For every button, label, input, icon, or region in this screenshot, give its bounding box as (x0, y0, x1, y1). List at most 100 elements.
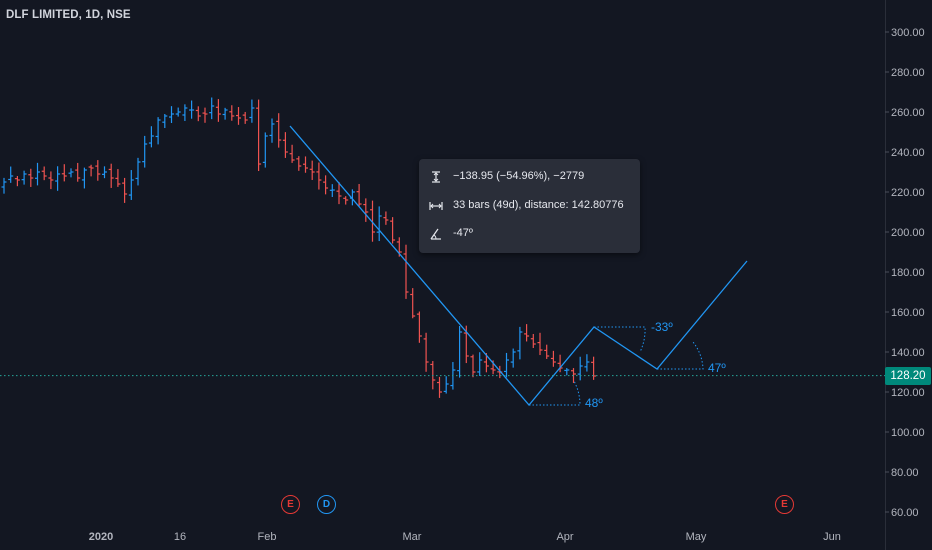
earnings-event-badge[interactable]: E (775, 495, 794, 514)
ohlc-bar (356, 183, 362, 207)
price-axis-tick-label: 220.00 (891, 187, 925, 199)
ohlc-bar (591, 356, 597, 380)
time-axis[interactable]: 2020 16 Feb Mar Apr May Jun (89, 531, 841, 543)
price-axis-tick-label: 80.00 (891, 467, 919, 479)
ohlc-bar (236, 107, 241, 125)
measure-tooltip: −138.95 (−54.96%), −2779 33 bars (49d), … (419, 159, 640, 253)
ohlc-bar (35, 162, 40, 186)
ohlc-bar (550, 350, 556, 367)
ohlc-bar (88, 164, 94, 177)
time-axis-tick-label: Jun (823, 531, 841, 543)
angle-label-end: 47º (708, 361, 726, 375)
ohlc-bar (517, 326, 523, 360)
ohlc-bar (584, 354, 590, 372)
angle-text: -47º (453, 227, 473, 239)
ohlc-bar (316, 162, 322, 190)
price-axis-tick-label: 140.00 (891, 347, 925, 359)
ohlc-bar (115, 169, 121, 187)
ohlc-bar (215, 99, 221, 122)
ohlc-bar (108, 163, 114, 188)
angle-arc-bottom (529, 380, 581, 406)
time-axis-tick-label: Mar (403, 531, 422, 543)
ohlc-bar (544, 344, 550, 359)
ohlc-bar (296, 156, 302, 171)
price-axis-tick-label: 200.00 (891, 227, 925, 239)
ohlc-bar (229, 105, 235, 121)
angle-label-peak: -33º (651, 320, 673, 334)
angle-arc-peak (594, 326, 646, 353)
angle-label-bottom: 48º (585, 396, 603, 410)
ohlc-bar (437, 376, 442, 398)
price-axis-tick-label: 100.00 (891, 427, 925, 439)
ohlc-bar (269, 118, 275, 143)
ohlc-bar (195, 106, 201, 122)
ohlc-bar (376, 206, 382, 242)
last-price-tag: 128.20 (885, 367, 931, 385)
ohlc-bar (169, 106, 174, 123)
ohlc-bar (390, 217, 396, 244)
ohlc-bar (41, 166, 47, 181)
ohlc-bar (81, 167, 87, 189)
ohlc-bar (155, 117, 161, 145)
price-axis-panel[interactable] (885, 0, 932, 550)
time-axis-tick-label: 16 (174, 531, 186, 543)
ohlc-bar (276, 113, 282, 148)
symbol-title[interactable]: DLF LIMITED, 1D, NSE (6, 9, 131, 21)
price-axis[interactable]: 300.00 280.00 260.00 240.00 220.00 200.00 180.… (885, 27, 925, 519)
ohlc-bar (303, 156, 308, 173)
ohlc-bar (363, 198, 369, 222)
ohlc-bar (410, 288, 416, 319)
ohlc-bar (222, 107, 228, 120)
vertical-range-icon (432, 171, 440, 183)
ohlc-bar (383, 211, 389, 225)
trend-drawing[interactable]: 48º -33º 47º (289, 125, 748, 410)
price-axis-tick-label: 120.00 (891, 387, 925, 399)
ohlc-bar (128, 170, 134, 200)
ohlc-bar (249, 99, 255, 123)
bars-range-text: 33 bars (49d), distance: 142.80776 (453, 199, 624, 211)
price-axis-tick-label: 160.00 (891, 307, 925, 319)
ohlc-bar (189, 100, 195, 119)
ohlc-bar (48, 171, 54, 190)
ohlc-bar (403, 244, 409, 299)
ohlc-bar (309, 160, 315, 180)
ohlc-bar (416, 311, 422, 343)
horizontal-range-icon (429, 202, 443, 210)
time-axis-tick-label: May (686, 531, 707, 543)
ohlc-bar (282, 132, 288, 158)
ohlc-bar (55, 166, 61, 191)
price-axis-tick-label: 60.00 (891, 507, 919, 519)
price-axis-tick-label: 180.00 (891, 267, 925, 279)
ohlc-bar (68, 168, 74, 178)
ohlc-bar (289, 144, 295, 163)
ohlc-bar (470, 354, 476, 378)
ohlc-bar (182, 104, 188, 121)
ohlc-bar (202, 107, 208, 123)
ohlc-bar (370, 200, 375, 242)
dividend-event-badge[interactable]: D (317, 495, 336, 514)
earnings-event-badge[interactable]: E (281, 495, 300, 514)
ohlc-bar (209, 97, 215, 120)
ohlc-bar (423, 332, 429, 372)
ohlc-bar (135, 157, 141, 186)
ohlc-bar (530, 333, 536, 349)
ohlc-bar (148, 126, 154, 148)
price-change-text: −138.95 (−54.96%), −2779 (453, 170, 585, 182)
ohlc-bar (1, 177, 7, 194)
ohlc-bar (457, 325, 463, 378)
ohlc-bar (102, 166, 107, 179)
ohlc-bar (524, 324, 530, 342)
angle-icon (430, 228, 441, 240)
ohlc-bar (343, 196, 349, 205)
ohlc-bar (323, 175, 329, 195)
ohlc-bar (21, 170, 27, 185)
time-axis-tick-label: Feb (258, 531, 277, 543)
ohlc-bar (242, 111, 248, 124)
ohlc-bar (262, 132, 268, 168)
ohlc-bar (162, 113, 168, 129)
price-axis-tick-label: 260.00 (891, 107, 925, 119)
ohlc-bar (504, 352, 509, 378)
ohlc-bar (142, 135, 148, 168)
